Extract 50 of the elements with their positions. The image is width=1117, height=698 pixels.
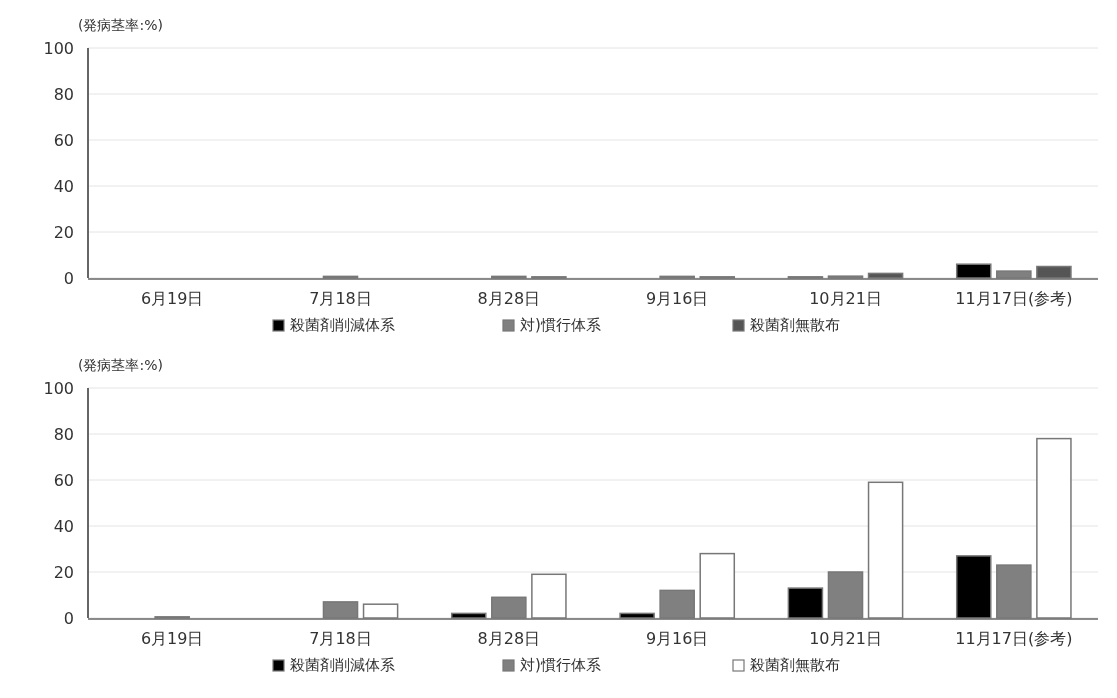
y-tick-label: 40 xyxy=(53,516,74,536)
x-tick-label: 10月21日 xyxy=(809,289,882,308)
y-tick-label: 0 xyxy=(63,268,74,288)
x-tick-label: 11月17日(参考) xyxy=(955,289,1073,308)
x-tick-label: 10月21日 xyxy=(809,629,882,648)
x-tick-label: 6月19日 xyxy=(140,629,204,648)
y-axis-title: (発病茎率:%) xyxy=(78,357,163,373)
bar xyxy=(619,612,655,619)
y-axis-title: (発病茎率:%) xyxy=(78,17,163,33)
bar xyxy=(322,601,359,619)
y-tick-label: 20 xyxy=(53,222,74,242)
bar xyxy=(827,571,864,619)
legend-label: 対)慣行体系 xyxy=(520,656,601,674)
x-tick-label: 8月28日 xyxy=(477,289,541,308)
x-tick-label: 8月28日 xyxy=(477,629,541,648)
legend-label: 対)慣行体系 xyxy=(520,316,601,334)
bar xyxy=(867,481,904,619)
bar xyxy=(996,270,1032,279)
legend-label: 殺菌剤削減体系 xyxy=(290,656,395,674)
bar xyxy=(955,555,992,619)
y-tick-label: 80 xyxy=(53,424,74,444)
legend-label: 殺菌剤無散布 xyxy=(750,656,840,674)
y-tick-label: 80 xyxy=(53,84,74,104)
bar xyxy=(787,587,824,619)
x-tick-label: 7月18日 xyxy=(309,289,372,308)
bar xyxy=(1036,265,1072,279)
legend-label: 殺菌剤無散布 xyxy=(750,316,840,334)
y-tick-label: 0 xyxy=(63,608,74,628)
x-tick-label: 6月19日 xyxy=(140,289,204,308)
x-tick-label: 9月16日 xyxy=(645,629,709,648)
bar xyxy=(699,552,736,619)
bar xyxy=(659,589,695,619)
bar xyxy=(955,263,992,279)
y-tick-label: 100 xyxy=(43,378,74,398)
y-tick-label: 60 xyxy=(53,130,74,150)
legend-label: 殺菌剤削減体系 xyxy=(290,316,395,334)
y-tick-label: 40 xyxy=(53,176,74,196)
y-tick-label: 100 xyxy=(43,38,74,58)
bar xyxy=(531,573,567,619)
bar xyxy=(1036,437,1072,619)
x-tick-label: 9月16日 xyxy=(645,289,709,308)
y-tick-label: 20 xyxy=(53,562,74,582)
bar xyxy=(450,612,487,619)
y-tick-label: 60 xyxy=(53,470,74,490)
x-tick-label: 11月17日(参考) xyxy=(955,629,1073,648)
bar xyxy=(362,603,399,619)
bar xyxy=(491,596,527,619)
x-tick-label: 7月18日 xyxy=(309,629,372,648)
bar xyxy=(867,272,904,279)
bar xyxy=(996,564,1032,619)
